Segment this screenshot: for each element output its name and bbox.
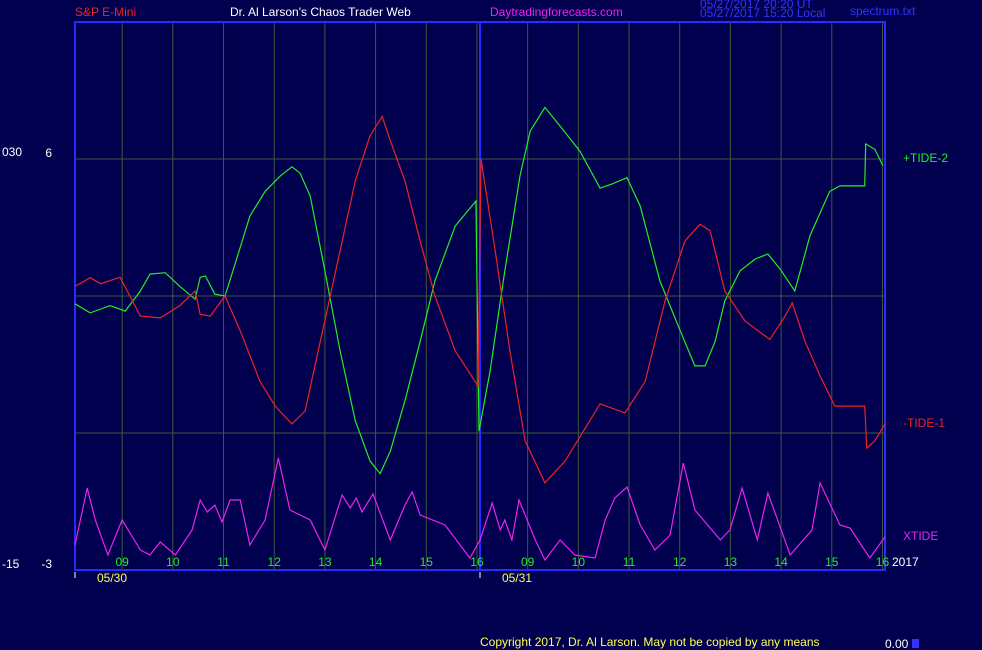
x-tick-label: 16 xyxy=(876,555,890,569)
site-title: Dr. Al Larson's Chaos Trader Web xyxy=(230,5,411,19)
footer-value: 0.00 xyxy=(885,637,909,650)
x-tick-label: 12 xyxy=(268,555,282,569)
copyright: Copyright 2017, Dr. Al Larson. May not b… xyxy=(480,635,820,649)
stamp-local: 05/27/2017 15:20 Local xyxy=(700,6,825,20)
x-tick-label: 14 xyxy=(774,555,788,569)
x-tick-label: 14 xyxy=(369,555,383,569)
x-tick-label: 09 xyxy=(521,555,535,569)
series-line xyxy=(74,457,886,562)
x-tick-label: 10 xyxy=(572,555,586,569)
x-tick-label: 13 xyxy=(318,555,332,569)
x-tick-label: 16 xyxy=(470,555,484,569)
y2-tick-label: 030 xyxy=(2,145,22,159)
series-label: XTIDE xyxy=(903,529,938,543)
site-url: Daytradingforecasts.com xyxy=(490,5,623,19)
series-line xyxy=(74,106,884,475)
plot-border xyxy=(74,21,886,571)
date-label: 05/30 xyxy=(97,571,127,585)
series-label: -TIDE-1 xyxy=(903,416,945,430)
file-name: spectrum.txt xyxy=(850,4,916,18)
y-tick-label: -3 xyxy=(41,557,52,571)
x-tick-label: 11 xyxy=(623,555,636,569)
series-label: +TIDE-2 xyxy=(903,151,948,165)
date-label: 05/31 xyxy=(502,571,532,585)
x-tick-label: 13 xyxy=(724,555,738,569)
x-tick-label: 12 xyxy=(673,555,687,569)
footer-icon xyxy=(912,639,919,648)
y-tick-label: 6 xyxy=(45,146,52,160)
x-tick-label: 11 xyxy=(217,555,230,569)
instrument: S&P E-Mini xyxy=(75,5,136,19)
stamp-ut: 05/27/2017 20:20 UT xyxy=(700,0,813,11)
x-tick-label: 09 xyxy=(115,555,129,569)
x-tick-label: 15 xyxy=(420,555,434,569)
year: 2017 xyxy=(892,555,919,569)
series-line xyxy=(74,115,886,484)
y2-tick-label: -15 xyxy=(2,557,20,571)
x-tick-label: 10 xyxy=(166,555,180,569)
x-tick-label: 15 xyxy=(825,555,839,569)
